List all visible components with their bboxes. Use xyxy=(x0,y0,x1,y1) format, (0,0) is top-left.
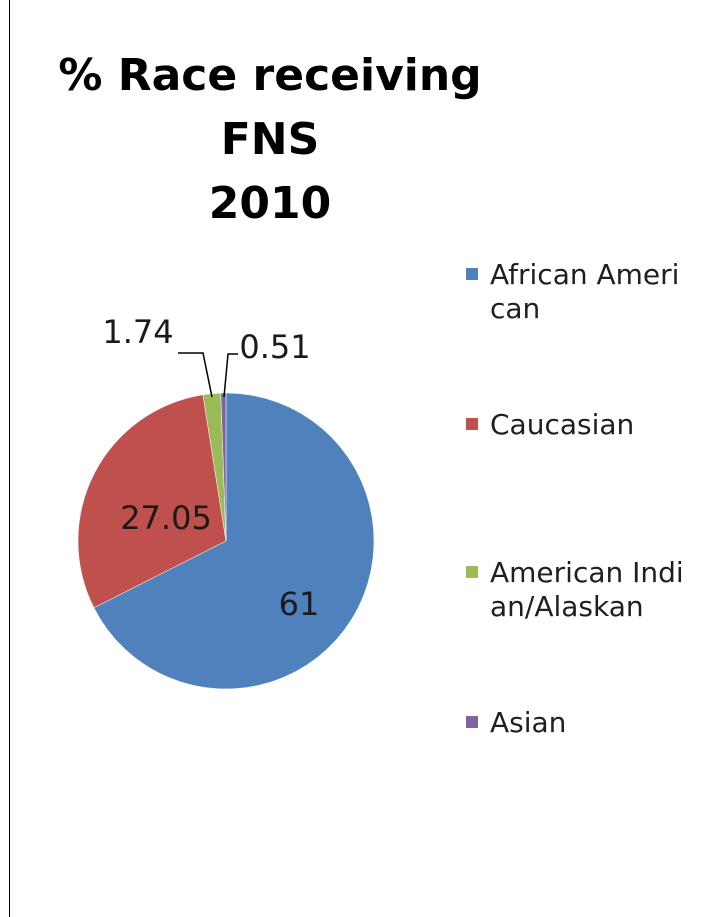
frame-border-line xyxy=(9,0,10,917)
legend-item-caucasian: Caucasian xyxy=(466,408,690,442)
pie-slice-asian xyxy=(220,392,227,542)
legend-label-american-indian-alaskan: American Indian/Alaskan xyxy=(490,556,684,623)
legend-swatch-caucasian xyxy=(466,418,478,430)
legend-swatch-american-indian-alaskan xyxy=(466,566,478,578)
legend-swatch-african-american xyxy=(466,268,478,280)
pie-slice-caucasian xyxy=(77,394,227,609)
chart-title-line-1: % Race receiving FNS xyxy=(58,50,482,165)
data-label-caucasian: 27.05 xyxy=(120,499,212,537)
legend-item-african-american: African American xyxy=(466,258,690,326)
data-label-african-american: 61 xyxy=(279,585,320,623)
leader-line-asian xyxy=(223,353,238,398)
legend-item-american-indian-alaskan: American Indian/Alaskan xyxy=(466,556,690,624)
data-label-american-indian-alaskan: 1.74 xyxy=(102,313,173,351)
chart-title-line-2: 2010 xyxy=(208,178,332,229)
legend-label-caucasian: Caucasian xyxy=(490,408,635,441)
leader-line-american-indian-alaskan xyxy=(178,352,213,398)
legend-swatch-asian xyxy=(466,716,478,728)
legend-label-asian: Asian xyxy=(490,706,567,739)
legend-label-african-american: African American xyxy=(490,258,680,325)
pie-slice-african-american xyxy=(93,392,375,690)
data-label-asian: 0.51 xyxy=(239,328,310,366)
legend-item-asian: Asian xyxy=(466,706,690,740)
chart-title: % Race receiving FNS 2010 xyxy=(40,44,500,236)
